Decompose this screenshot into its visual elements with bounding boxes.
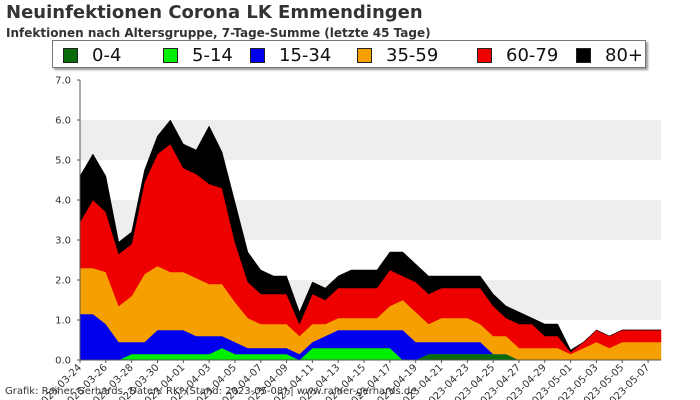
- legend-label: 15-34: [279, 44, 332, 66]
- legend-swatch: [250, 47, 265, 63]
- legend-swatch: [357, 47, 372, 63]
- legend-item-80plus: 80+: [576, 44, 643, 66]
- legend-item-5-14: 5-14: [163, 44, 233, 66]
- legend: 0-4 5-14 15-34 35-59 60-79 80+: [52, 40, 646, 68]
- y-tick-label: 5.0: [55, 156, 71, 167]
- legend-item-0-4: 0-4: [63, 44, 121, 66]
- legend-label: 0-4: [92, 44, 122, 66]
- y-tick-label: 2.0: [55, 276, 71, 287]
- y-tick-label: 7.0: [55, 76, 71, 87]
- series-area-80plus: [79, 119, 661, 353]
- legend-swatch: [63, 47, 78, 63]
- legend-swatch: [477, 47, 492, 63]
- y-tick-label: 0.0: [55, 356, 71, 367]
- legend-label: 5-14: [192, 44, 233, 66]
- chart-subtitle: Infektionen nach Altersgruppe, 7-Tage-Su…: [6, 26, 431, 40]
- y-tick-label: 6.0: [55, 116, 71, 127]
- chart-title: Neuinfektionen Corona LK Emmendingen: [6, 2, 423, 23]
- legend-item-15-34: 15-34: [250, 44, 331, 66]
- legend-item-35-59: 35-59: [357, 44, 438, 66]
- legend-label: 80+: [605, 44, 643, 66]
- y-tick-label: 4.0: [55, 196, 71, 207]
- legend-label: 60-79: [506, 44, 559, 66]
- legend-item-60-79: 60-79: [477, 44, 558, 66]
- footer-credit: Grafik: Rainer Gerhards, Daten: RKI (Sta…: [5, 386, 417, 397]
- y-tick-label: 1.0: [55, 316, 71, 327]
- legend-swatch: [576, 47, 591, 63]
- legend-label: 35-59: [386, 44, 439, 66]
- y-tick-label: 3.0: [55, 236, 71, 247]
- legend-swatch: [163, 47, 178, 63]
